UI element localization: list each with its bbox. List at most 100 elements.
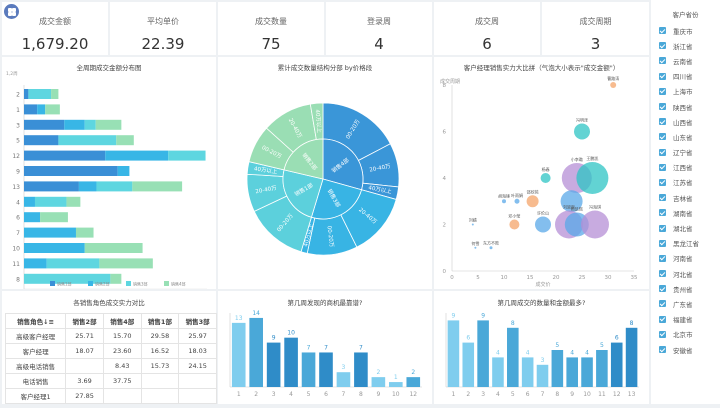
checkbox-checked-icon[interactable] [659,300,666,308]
province-checkbox[interactable]: 山西省 [651,114,720,129]
svg-text:2: 2 [466,391,470,398]
column-header[interactable]: 销售1部 [140,313,180,329]
province-label: 安徽省 [673,346,693,355]
province-checkbox[interactable]: 湖南省 [651,205,720,220]
bubble-chart: 客户经理销售实力大比拼（气泡大小表示"成交金额"） 成交周期 0 2 4 6 8 0 5 10 1… [434,57,649,289]
svg-text:5: 5 [511,391,515,398]
table-cell: 电话销售 [4,373,67,389]
province-checkbox[interactable]: 四川省 [651,69,720,84]
checkbox-checked-icon[interactable] [659,209,666,217]
checkbox-checked-icon[interactable] [659,178,666,186]
province-checkbox[interactable]: 广东省 [651,296,720,311]
svg-text:7: 7 [307,344,311,351]
svg-text:5: 5 [555,342,559,349]
checkbox-checked-icon[interactable] [659,254,666,262]
province-checkbox[interactable]: 陕西省 [651,99,720,114]
sunburst-svg: 00-20万20-40万40万以上销售4部20-40万00-20万40万以上销售… [246,102,400,256]
province-checkbox[interactable]: 辽宁省 [651,145,720,160]
svg-text:2: 2 [376,369,380,376]
svg-text:9: 9 [376,391,380,398]
checkbox-checked-icon[interactable] [659,42,666,50]
checkbox-checked-icon[interactable] [659,133,666,141]
checkbox-checked-icon[interactable] [659,103,666,111]
svg-text:1: 1 [394,374,398,381]
checkbox-checked-icon[interactable] [659,118,666,126]
svg-text:销售4部: 销售4部 [171,281,186,287]
province-checkbox[interactable]: 河南省 [651,251,720,266]
table-header-row: 销售角色↓≡ 销售2部 销售4部 销售1部 销售3部 [4,313,217,329]
svg-text:9: 9 [16,169,20,176]
svg-text:邵欣苑: 邵欣苑 [527,188,539,194]
province-checkbox[interactable]: 黑龙江省 [651,236,720,251]
checkbox-checked-icon[interactable] [659,194,666,202]
column-header[interactable]: 销售4部 [102,313,142,329]
column-header[interactable]: 销售角色↓≡ [4,313,67,329]
svg-text:冯明泽: 冯明泽 [576,117,588,123]
table-row: 高级电话销售 8.43 15.73 24.15 [4,358,217,374]
province-filter-panel: 客户省份 重庆市 浙江省 云南省 四川省 上海市 陕西省 山西省 山东省 辽宁省 江西省 江苏省 吉林… [651,0,720,404]
svg-text:7: 7 [342,391,346,398]
checkbox-checked-icon[interactable] [659,224,666,232]
kpi-label: 成交金额 [39,17,71,26]
province-checkbox[interactable]: 河北省 [651,266,720,281]
province-checkbox[interactable]: 上海市 [651,84,720,99]
column-header[interactable]: 销售2部 [65,313,104,329]
checkbox-checked-icon[interactable] [659,330,666,338]
kpi-label: 成交周期 [579,17,612,26]
checkbox-checked-icon[interactable] [659,285,666,293]
checkbox-checked-icon[interactable] [659,87,666,95]
checkbox-checked-icon[interactable] [659,346,666,354]
province-checkbox[interactable]: 贵州省 [651,281,720,296]
province-label: 江西省 [673,164,693,173]
province-checkbox[interactable]: 安徽省 [651,342,720,357]
svg-text:8: 8 [630,320,634,327]
svg-text:4: 4 [496,391,500,398]
province-label: 上海市 [673,88,693,97]
checkbox-checked-icon[interactable] [659,148,666,156]
svg-text:2: 2 [254,391,258,398]
deal-bars: 9 1 6 2 9 3 4 4 8 5 4 6 3 7 5 8 4 9 4 10 5 11 6 12 8 13 [445,312,639,398]
province-label: 四川省 [673,73,693,82]
table-cell: 3.69 [65,373,104,389]
checkbox-checked-icon[interactable] [659,270,666,278]
checkbox-checked-icon[interactable] [659,163,666,171]
svg-text:7: 7 [324,344,328,351]
checkbox-checked-icon[interactable] [659,27,666,35]
amount-distribution-chart: 全周期成交金额分布图 1,2周2135129134671011805010015… [2,57,216,301]
svg-text:刘婧: 刘婧 [469,217,477,223]
province-checkbox[interactable]: 北京市 [651,327,720,342]
province-label: 山西省 [673,118,693,127]
table-cell: 25.97 [178,328,217,344]
checkbox-checked-icon[interactable] [659,72,666,80]
column-header[interactable]: 销售3部 [178,313,217,329]
province-checkbox[interactable]: 江西省 [651,160,720,175]
province-checkbox[interactable]: 山东省 [651,129,720,144]
table-cell: 23.60 [102,343,142,359]
svg-text:1: 1 [452,391,456,398]
svg-text:4: 4 [585,349,589,356]
checkbox-checked-icon[interactable] [659,57,666,65]
svg-text:6: 6 [615,335,619,342]
svg-text:曹路涛: 曹路涛 [607,75,619,81]
province-checkbox[interactable]: 湖北省 [651,220,720,235]
app-menu-icon[interactable] [4,4,19,19]
province-checkbox[interactable]: 江苏省 [651,175,720,190]
svg-text:13: 13 [12,184,20,191]
svg-text:13: 13 [235,315,243,322]
svg-text:5: 5 [307,391,311,398]
province-label: 广东省 [673,300,693,309]
checkbox-checked-icon[interactable] [659,239,666,247]
svg-text:12: 12 [409,391,417,398]
svg-text:叶雨娟: 叶雨娟 [511,192,523,198]
kpi-label: 登录周 [367,17,391,26]
province-checkbox[interactable]: 云南省 [651,53,720,68]
svg-text:7: 7 [16,230,20,237]
table-cell: 18.07 [65,343,104,359]
province-checkbox[interactable]: 吉林省 [651,190,720,205]
province-label: 陕西省 [673,103,693,112]
province-checkbox[interactable]: 浙江省 [651,38,720,53]
svg-text:3: 3 [272,391,276,398]
province-checkbox[interactable]: 重庆市 [651,23,720,38]
checkbox-checked-icon[interactable] [659,315,666,323]
province-checkbox[interactable]: 福建省 [651,312,720,327]
